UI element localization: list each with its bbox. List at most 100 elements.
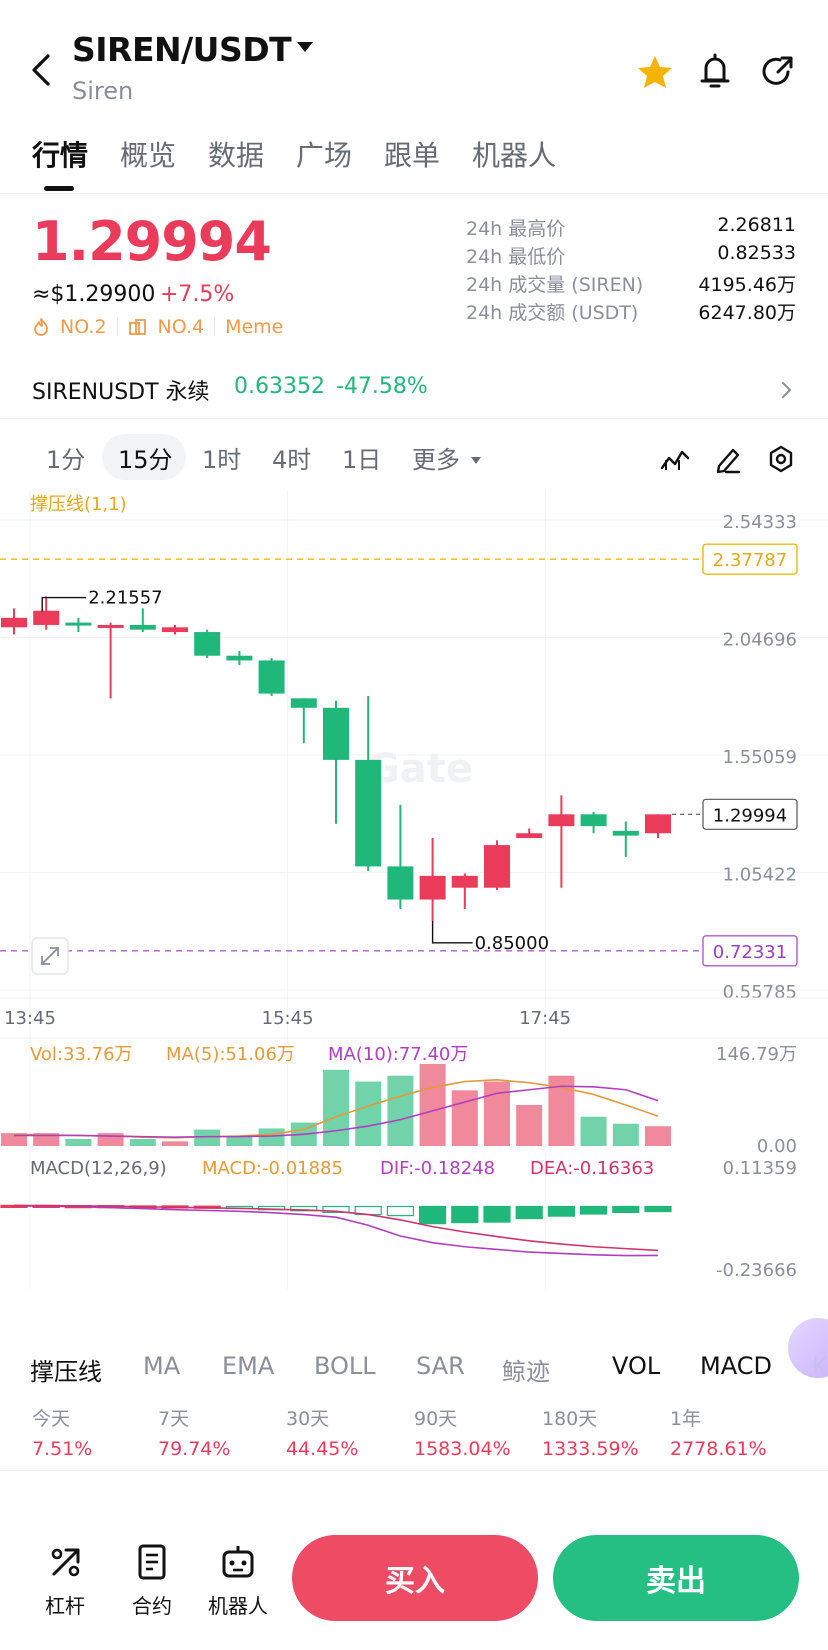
candle-body — [645, 814, 671, 834]
macd-histogram-bar — [290, 1205, 318, 1212]
candle-body — [419, 875, 446, 900]
expand-icon — [41, 947, 59, 965]
volume-bar — [451, 1090, 478, 1146]
macd-histogram-bar — [386, 1205, 414, 1217]
support-tag — [702, 935, 798, 967]
candle-body — [355, 759, 382, 867]
bell-icon[interactable] — [698, 52, 732, 90]
ind-tab-boll[interactable]: BOLL — [314, 1352, 376, 1380]
sector-rank[interactable]: NO.4 — [157, 316, 205, 338]
price-axis-label: 1.55059 — [723, 747, 797, 768]
share-icon[interactable] — [760, 52, 796, 90]
high-marker-line — [41, 596, 87, 612]
macd-histogram-bar — [483, 1205, 511, 1223]
assistant-bubble[interactable] — [788, 1318, 828, 1378]
main-tabs: 行情 概览 数据 广场 跟单 机器人 — [0, 130, 828, 194]
hot-rank[interactable]: NO.2 — [60, 316, 107, 338]
divider — [0, 1470, 828, 1471]
robot-label[interactable]: 机器人 — [208, 1594, 268, 1618]
leverage-label[interactable]: 杠杆 — [45, 1594, 85, 1618]
low-marker-line — [431, 920, 473, 944]
stat-label-high: 24h 最高价 — [466, 218, 566, 240]
pair-title[interactable]: SIREN/USDT — [72, 30, 292, 69]
macd-histogram-bar — [579, 1205, 608, 1215]
tab-bots[interactable]: 机器人 — [472, 139, 557, 172]
volume-bar — [1, 1133, 27, 1146]
candle-body — [258, 660, 285, 694]
change-percent: +7.5% — [160, 282, 235, 307]
tab-data[interactable]: 数据 — [208, 139, 265, 172]
star-icon[interactable] — [636, 54, 674, 90]
stat-value-high: 2.26811 — [717, 214, 796, 236]
perf-value: 79.74% — [158, 1438, 231, 1460]
ind-tab-support[interactable]: 撑压线 — [30, 1358, 102, 1386]
candle-body — [548, 814, 575, 827]
contract-label[interactable]: 合约 — [132, 1594, 172, 1618]
volume-bar — [33, 1133, 60, 1146]
interval-4h[interactable]: 4时 — [272, 446, 312, 474]
robot-icon[interactable] — [218, 1542, 258, 1582]
perp-label[interactable]: SIRENUSDT 永续 — [32, 380, 210, 405]
perf-label: 90天 — [414, 1408, 458, 1430]
tab-copy-trading[interactable]: 跟单 — [384, 139, 441, 172]
interval-15m[interactable]: 15分 — [118, 446, 173, 474]
perf-label: 30天 — [286, 1408, 330, 1430]
volume-bar — [516, 1104, 543, 1146]
candle-body — [162, 627, 188, 633]
tab-square[interactable]: 广场 — [296, 139, 353, 172]
perf-label: 今天 — [32, 1408, 71, 1430]
ind-tab-vol[interactable]: VOL — [612, 1352, 661, 1380]
candle-body — [612, 830, 639, 836]
perf-value: 7.51% — [32, 1438, 93, 1460]
ind-tab-whale[interactable]: 鲸迹 — [502, 1358, 550, 1386]
perf-value: 2778.61% — [670, 1438, 767, 1460]
volume-bar — [419, 1063, 446, 1146]
macd-histogram-bar — [451, 1205, 479, 1224]
ind-tab-sar[interactable]: SAR — [416, 1352, 465, 1380]
caret-down-icon[interactable] — [470, 456, 482, 466]
vol-axis-max: 146.79万 — [716, 1044, 797, 1065]
perf-value: 1583.04% — [414, 1438, 511, 1460]
interval-more[interactable]: 更多 — [412, 446, 460, 474]
candlestick-chart[interactable]: 2.54333 2.04696 1.55059 1.05422 0.55785 Gate 撑… — [0, 490, 828, 1350]
price-axis-label: 1.05422 — [723, 865, 797, 886]
sell-button[interactable]: 卖出 — [553, 1535, 799, 1621]
tab-overview[interactable]: 概览 — [120, 139, 177, 172]
candle-body — [97, 624, 124, 628]
perf-label: 1年 — [670, 1408, 702, 1430]
interval-1m[interactable]: 1分 — [46, 446, 86, 474]
ind-tab-ema[interactable]: EMA — [222, 1352, 275, 1380]
chevron-right-icon[interactable] — [780, 380, 792, 400]
sector-icon — [128, 319, 146, 335]
interval-1h[interactable]: 1时 — [202, 446, 242, 474]
back-arrow-icon[interactable] — [26, 50, 56, 90]
macd-histogram-bar — [547, 1205, 576, 1217]
volume-bar — [484, 1081, 510, 1146]
tab-active-indicator — [44, 186, 74, 191]
candle-body — [484, 845, 510, 888]
buy-button[interactable]: 买入 — [292, 1535, 538, 1621]
pen-icon[interactable] — [714, 444, 742, 474]
category-tag[interactable]: Meme — [225, 316, 284, 338]
contract-icon[interactable] — [133, 1542, 173, 1582]
interval-1d[interactable]: 1日 — [342, 446, 382, 474]
caret-down-icon[interactable] — [296, 40, 314, 54]
ind-tab-kdj[interactable]: K — [812, 1352, 828, 1380]
ind-tab-ma[interactable]: MA — [143, 1352, 181, 1380]
gear-icon[interactable] — [766, 444, 796, 474]
price-axis-label: 2.04696 — [723, 630, 797, 651]
perp-price: 0.63352 — [234, 374, 325, 399]
candle-body — [1, 617, 27, 628]
support-value: 0.72331 — [713, 942, 787, 963]
tag-separator — [214, 318, 216, 336]
watermark-text: Gate — [367, 746, 473, 792]
perf-label: 7天 — [158, 1408, 190, 1430]
last-price-tag — [702, 798, 798, 830]
time-axis-label: 13:45 — [4, 1008, 56, 1029]
stat-value-volume: 4195.46万 — [698, 274, 796, 296]
tab-market[interactable]: 行情 — [32, 139, 89, 172]
ind-tab-macd[interactable]: MACD — [700, 1352, 772, 1380]
leverage-icon[interactable] — [46, 1542, 86, 1582]
macd-axis-max: 0.11359 — [723, 1158, 797, 1179]
indicator-icon[interactable] — [660, 446, 690, 474]
